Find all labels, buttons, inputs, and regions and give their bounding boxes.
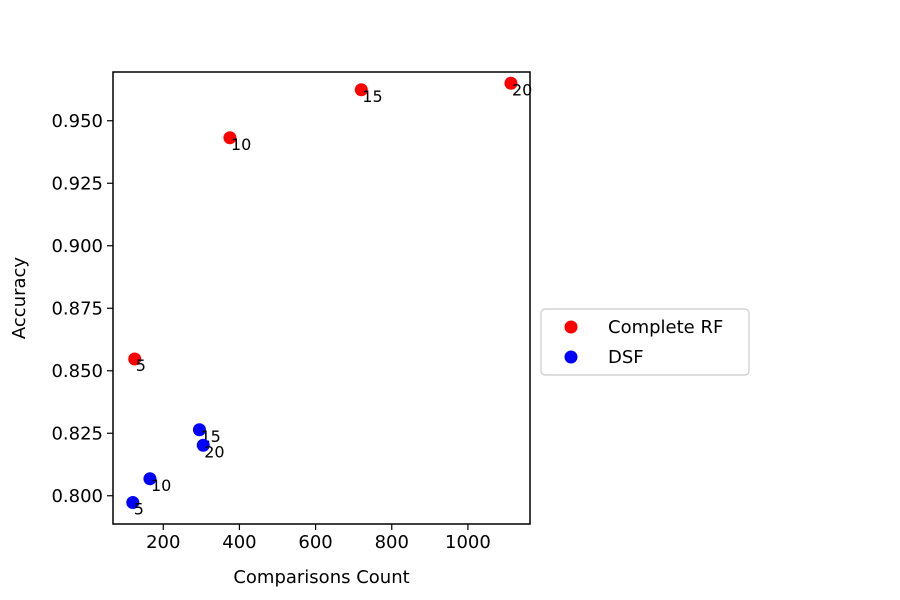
scatter-point [126, 496, 140, 509]
y-axis-label: Accuracy [9, 257, 30, 340]
x-axis: 200 400 600 800 1000 [146, 524, 491, 553]
y-tick-label: 0.850 [51, 361, 103, 382]
legend-marker [564, 320, 578, 334]
legend-label: Complete RF [608, 317, 723, 338]
scatter-point [354, 83, 368, 97]
x-tick-label: 800 [375, 532, 409, 553]
y-tick-label: 0.900 [51, 236, 103, 257]
legend: Complete RF DSF [540, 308, 750, 376]
y-tick-label: 0.800 [51, 486, 103, 507]
scatter-point [223, 131, 237, 145]
y-tick-label: 0.875 [51, 298, 103, 319]
x-axis-label: Comparisons Count [233, 567, 409, 588]
point-label: 15 [362, 87, 382, 106]
scatter-point [196, 438, 210, 452]
scatter-point [504, 76, 518, 90]
point-label: 10 [151, 476, 171, 495]
x-tick-label: 600 [298, 532, 332, 553]
plot-frame [112, 71, 531, 525]
point-label: 5 [136, 356, 146, 375]
y-tick-label: 0.925 [51, 173, 103, 194]
x-tick-label: 400 [222, 532, 256, 553]
legend-frame [540, 308, 750, 376]
scatter-point [192, 423, 206, 437]
x-tick-label: 1000 [445, 532, 491, 553]
point-label: 10 [231, 135, 251, 154]
legend-label: DSF [608, 347, 644, 368]
scatter-point [128, 352, 142, 366]
y-tick-label: 0.950 [51, 111, 103, 132]
point-label: 20 [204, 442, 224, 461]
x-tick-label: 200 [146, 532, 180, 553]
y-tick-label: 0.825 [51, 423, 103, 444]
scatter-point [143, 472, 157, 486]
y-axis: 0.800 0.825 0.850 0.875 0.900 0.925 0.950 [51, 111, 113, 507]
legend-marker [564, 350, 578, 364]
point-label: 20 [512, 80, 532, 99]
point-label: 5 [134, 500, 144, 519]
